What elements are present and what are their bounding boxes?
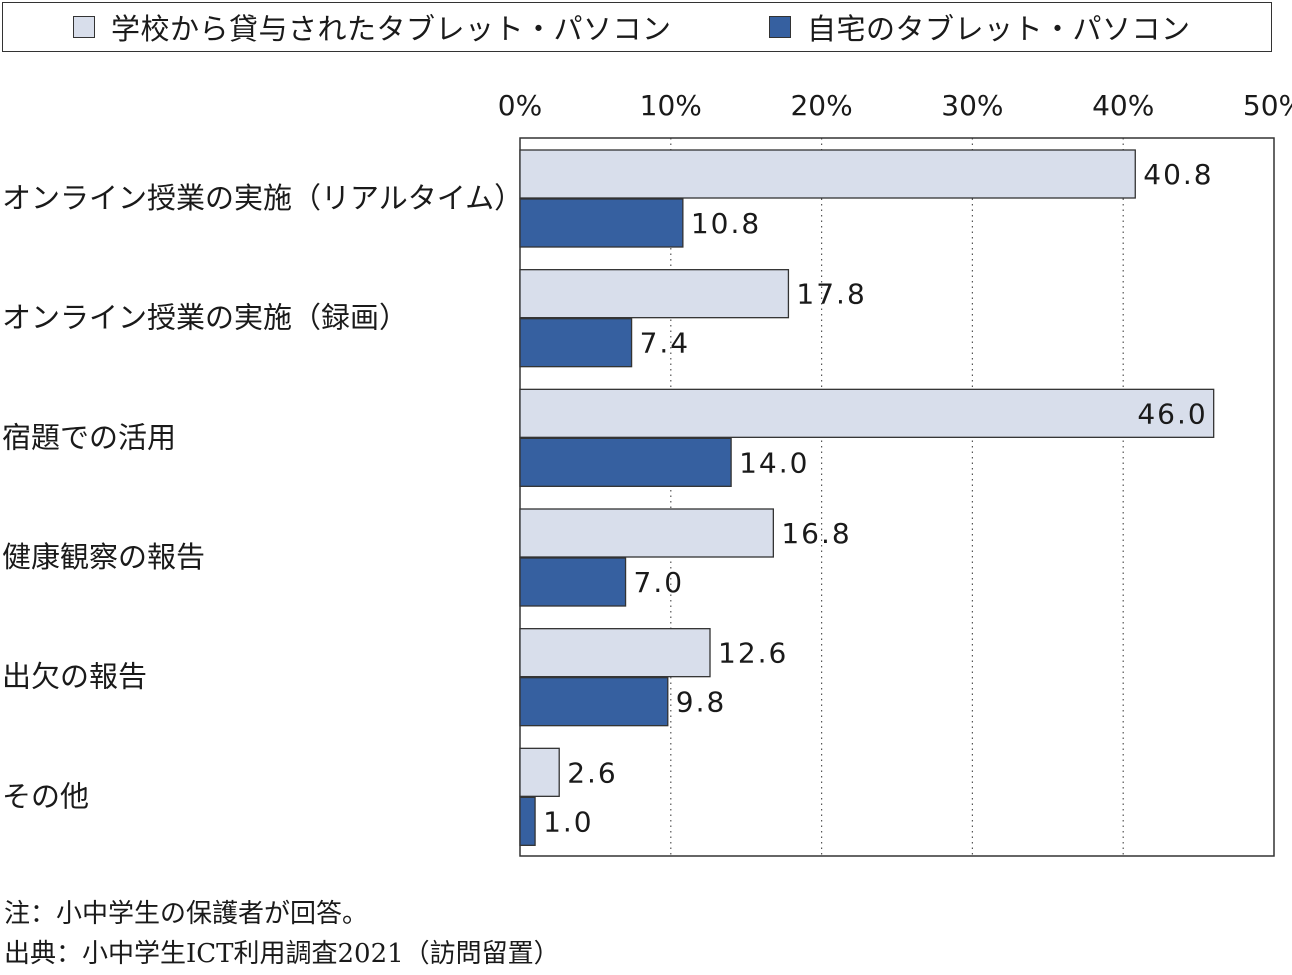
bar <box>519 628 711 678</box>
bar <box>519 388 1215 438</box>
category-label: オンライン授業の実施（録画） <box>2 301 408 335</box>
chart-note: 注：小中学生の保護者が回答。 <box>4 899 369 929</box>
data-label: 16.8 <box>781 517 851 550</box>
bar <box>519 747 560 797</box>
data-label: 17.8 <box>796 278 866 311</box>
bar <box>519 269 790 319</box>
bar <box>519 198 684 248</box>
data-label: 10.8 <box>691 207 761 240</box>
bar <box>519 149 1136 199</box>
bar <box>519 677 669 727</box>
data-label: 12.6 <box>718 637 788 670</box>
legend-item-home: 自宅のタブレット・パソコン <box>769 3 1191 51</box>
data-label: 7.4 <box>640 327 691 360</box>
category-label: 健康観察の報告 <box>2 540 205 574</box>
legend-swatch-home <box>769 16 791 38</box>
data-label: 7.0 <box>634 566 685 599</box>
data-label: 46.0 <box>1137 397 1207 430</box>
data-label: 1.0 <box>543 805 594 838</box>
bar <box>519 437 732 487</box>
bar-chart: 0% 10% 20% 30% 40% 50% オンライン授業の実施（リアルタイム） 40.8 1… <box>2 89 1292 857</box>
data-label: 40.8 <box>1143 158 1213 191</box>
legend: 学校から貸与されたタブレット・パソコン 自宅のタブレット・パソコン <box>2 2 1272 52</box>
bar <box>519 508 774 558</box>
category-label: その他 <box>2 779 89 813</box>
data-label: 9.8 <box>676 686 727 719</box>
x-tick-label: 30% <box>941 89 1003 122</box>
x-tick-label: 10% <box>640 89 702 122</box>
x-tick-label: 50% <box>1243 89 1292 122</box>
chart-source: 出典：小中学生ICT利用調査2021（訪問留置） <box>4 939 560 969</box>
bar <box>519 557 627 607</box>
legend-label-home: 自宅のタブレット・パソコン <box>807 12 1191 46</box>
data-label: 2.6 <box>567 756 618 789</box>
plot-frame <box>519 137 1275 857</box>
data-label: 14.0 <box>739 446 809 479</box>
legend-item-school: 学校から貸与されたタブレット・パソコン <box>73 3 672 51</box>
legend-label-school: 学校から貸与されたタブレット・パソコン <box>111 12 672 46</box>
bar <box>519 796 536 846</box>
category-label: 宿題での活用 <box>2 420 176 454</box>
x-tick-label: 40% <box>1092 89 1154 122</box>
bar <box>519 318 633 368</box>
x-tick-label: 0% <box>498 89 542 122</box>
category-label: オンライン授業の実施（リアルタイム） <box>2 181 523 215</box>
legend-swatch-school <box>73 16 95 38</box>
category-label: 出欠の報告 <box>2 660 147 694</box>
x-tick-label: 20% <box>790 89 852 122</box>
